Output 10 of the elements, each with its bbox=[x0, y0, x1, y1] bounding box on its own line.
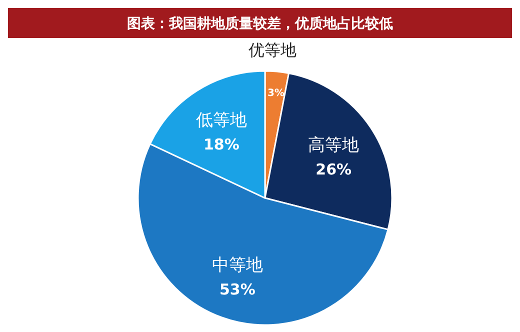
data-label: 53% bbox=[220, 280, 256, 298]
slice-label: 高等地 bbox=[308, 135, 360, 156]
slice-label: 优等地 bbox=[248, 40, 296, 60]
slice-label: 低等地 bbox=[196, 110, 247, 130]
title: 图表：我国耕地质量较差，优质地占比较低 bbox=[8, 8, 512, 38]
data-label: 26% bbox=[316, 160, 352, 178]
data-label: 18% bbox=[203, 135, 240, 154]
data-label: 3% bbox=[268, 88, 285, 99]
slice-label: 中等地 bbox=[212, 255, 263, 276]
chart-title: 图表：我国耕地质量较差，优质地占比较低 bbox=[127, 15, 393, 32]
